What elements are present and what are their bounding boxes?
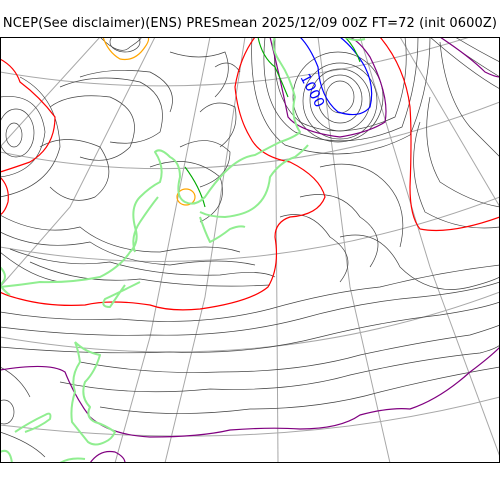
contour-blue [299,37,373,116]
contour-orange [102,37,196,206]
meridian-line [317,37,391,463]
map-title: NCEP(See disclaimer)(ENS) PRESmean 2025/… [2,16,498,31]
contour-red [0,37,500,311]
meridian-line [114,37,211,463]
parallel-line [0,396,500,437]
contour-purple [0,37,500,463]
meridian-line [0,37,101,148]
parallel-line [0,101,500,170]
pressure-map: 1000 [0,37,500,463]
parallel-line [0,291,500,353]
coastline [0,37,366,463]
parallel-line [0,196,500,262]
map-canvas: 1000 [0,37,500,463]
meridian-line [164,37,246,463]
meridian-line [359,37,500,458]
graticule [0,37,500,463]
parallel-line [0,37,471,87]
isobars [0,37,500,458]
meridian-line [0,37,156,288]
